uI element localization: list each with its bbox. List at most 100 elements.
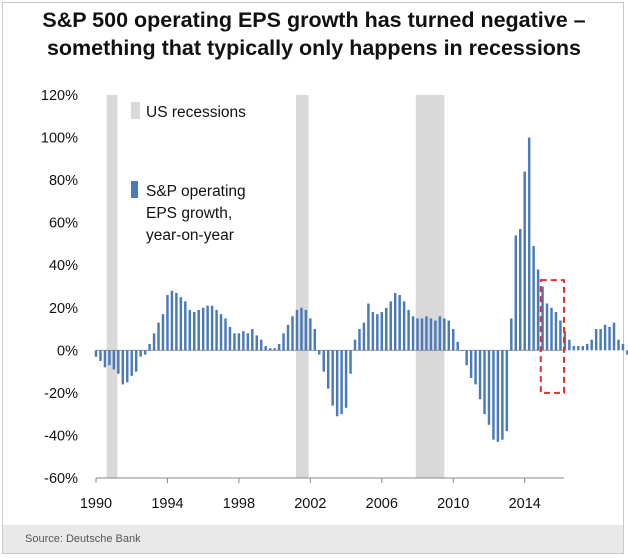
eps-growth-bar	[291, 316, 294, 351]
eps-growth-bar	[148, 343, 151, 351]
eps-growth-bar	[577, 346, 580, 351]
legend-bar-swatch	[131, 181, 138, 198]
eps-growth-bar	[309, 318, 312, 351]
source-note: Source: Deutsche Bank	[25, 533, 141, 545]
x-tick-label: 1994	[151, 496, 183, 512]
eps-growth-bar	[393, 292, 397, 351]
eps-growth-bar	[304, 309, 308, 351]
eps-growth-bar	[554, 312, 558, 351]
eps-growth-bar	[112, 350, 116, 370]
eps-growth-bar	[251, 329, 254, 351]
eps-growth-bar	[268, 348, 272, 351]
eps-growth-bar	[94, 350, 98, 357]
eps-growth-bar	[483, 350, 486, 415]
eps-growth-bar	[242, 331, 245, 351]
recession-band-0	[106, 95, 118, 478]
highlight-annotation	[539, 279, 565, 394]
eps-growth-bar	[139, 350, 142, 357]
eps-growth-bar	[264, 346, 267, 351]
tick-labels: -60% -40% -20% 0% 20% 40% 60% 80% 100% 120% 1990 19…	[41, 88, 541, 512]
eps-growth-bar	[452, 329, 455, 351]
eps-growth-bar	[527, 137, 531, 351]
eps-growth-bar	[295, 309, 299, 351]
eps-growth-bar	[492, 350, 495, 440]
y-tick-label: 100%	[41, 131, 78, 147]
eps-growth-bar	[572, 346, 576, 351]
legend-recession-swatch	[131, 102, 140, 119]
eps-growth-bar	[536, 269, 540, 351]
eps-growth-bar	[505, 350, 509, 432]
eps-growth-bar	[197, 309, 200, 351]
eps-growth-bar	[166, 295, 169, 351]
eps-growth-bar	[188, 309, 192, 351]
eps-growth-bar	[358, 329, 361, 351]
eps-growth-bar	[134, 350, 138, 372]
eps-growth-bar	[603, 324, 607, 351]
eps-growth-bar	[161, 314, 165, 351]
eps-growth-bar	[447, 320, 451, 351]
x-tick-label: 2006	[366, 496, 398, 512]
eps-growth-bar	[411, 316, 415, 351]
eps-growth-bar	[434, 320, 437, 351]
eps-growth-bar	[318, 350, 321, 355]
y-tick-label: 80%	[49, 173, 78, 189]
eps-growth-bar	[398, 295, 401, 351]
eps-growth-bar	[326, 350, 330, 389]
eps-growth-bar	[117, 350, 120, 374]
eps-growth-bar	[545, 303, 549, 351]
eps-growth-bar	[201, 307, 205, 351]
legend-bar-label-line: S&P operating	[146, 183, 246, 200]
title-line-1: S&P 500 operating EPS growth has turned …	[42, 8, 586, 32]
x-tick-label: 1990	[80, 496, 112, 512]
eps-growth-bar	[478, 350, 482, 400]
eps-growth-bar	[519, 229, 522, 351]
eps-growth-bar	[273, 348, 276, 351]
axes	[95, 349, 564, 483]
eps-growth-bar	[599, 329, 602, 351]
eps-growth-bar	[376, 314, 379, 351]
eps-growth-bar	[130, 350, 133, 376]
eps-growth-bar	[103, 350, 107, 368]
eps-growth-bar	[523, 171, 526, 351]
legend-recession-label: US recessions	[146, 104, 246, 121]
eps-growth-bar	[126, 350, 129, 383]
eps-growth-bar	[184, 301, 187, 351]
eps-growth-bar	[157, 322, 160, 351]
x-tick-label: 2014	[509, 496, 541, 512]
y-tick-label: 0%	[57, 343, 78, 359]
y-tick-label: -60%	[44, 471, 78, 487]
eps-growth-bar	[550, 307, 553, 351]
eps-growth-bar	[313, 329, 317, 351]
eps-growth-bar	[193, 312, 196, 351]
eps-growth-bar	[219, 314, 223, 351]
eps-growth-bar	[608, 326, 611, 351]
eps-growth-bar	[621, 343, 625, 351]
eps-growth-bar	[460, 350, 464, 351]
eps-growth-bar	[331, 350, 334, 406]
x-tick-label: 2002	[294, 496, 326, 512]
eps-growth-bar	[407, 309, 410, 351]
eps-growth-bar	[367, 303, 370, 351]
source-bar: Source: Deutsche Bank	[3, 525, 623, 553]
eps-growth-bar	[210, 305, 214, 351]
title-line-2: something that typically only happens in…	[46, 36, 582, 60]
y-tick-label: -20%	[44, 386, 78, 402]
eps-growth-bar	[282, 333, 285, 351]
legend-bar-label-line: year-on-year	[146, 227, 234, 244]
eps-growth-bar	[380, 312, 384, 351]
eps-growth-bar	[175, 292, 178, 351]
eps-growth-bar	[559, 320, 562, 351]
eps-growth-bar	[260, 339, 263, 351]
legend: US recessions S&P operating EPS growth, yea…	[131, 102, 246, 244]
eps-growth-bar	[340, 350, 343, 415]
eps-growth-bar	[233, 333, 236, 351]
eps-growth-bar	[617, 339, 620, 351]
eps-growth-bar	[496, 350, 500, 442]
eps-growth-bar	[152, 333, 156, 351]
eps-growth-bar	[416, 318, 419, 351]
eps-growth-bar	[429, 318, 433, 351]
eps-growth-bar	[612, 322, 616, 351]
y-tick-label: 40%	[49, 258, 78, 274]
eps-growth-bar	[568, 339, 571, 351]
eps-growth-bar	[237, 333, 241, 351]
